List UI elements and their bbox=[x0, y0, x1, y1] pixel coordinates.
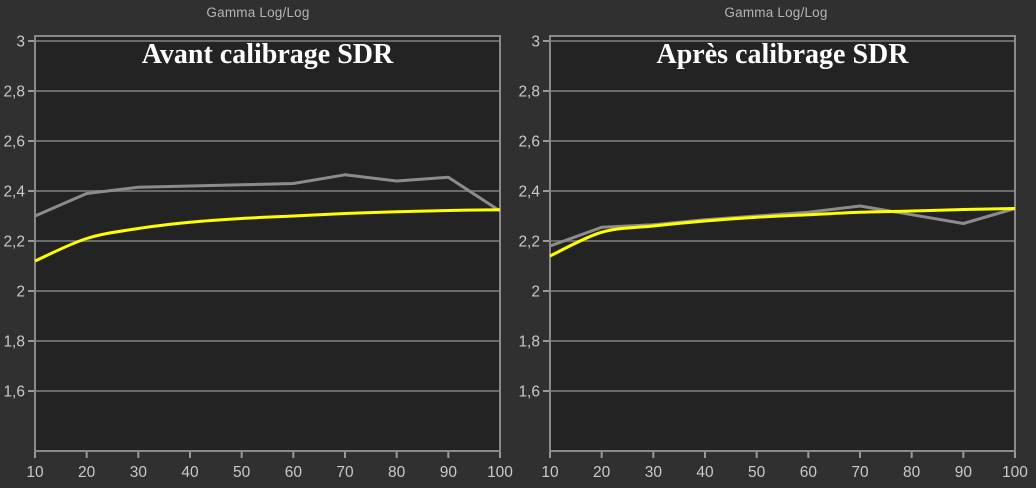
y-tick-label: 3 bbox=[531, 34, 540, 51]
plot-subtitle-after: Après calibrage SDR bbox=[656, 39, 909, 70]
y-tick-label: 3 bbox=[16, 34, 25, 51]
x-tick-label: 90 bbox=[440, 464, 458, 481]
x-tick-label: 10 bbox=[26, 464, 44, 481]
y-tick-label: 2,8 bbox=[518, 84, 540, 101]
x-tick-label: 40 bbox=[181, 464, 199, 481]
y-tick-label: 2,4 bbox=[518, 184, 540, 201]
x-tick-label: 100 bbox=[1002, 464, 1028, 481]
y-tick-label: 2,6 bbox=[3, 134, 25, 151]
target-gamma-curve bbox=[34, 208, 501, 263]
chart-title: Gamma Log/Log bbox=[724, 5, 828, 20]
gamma-chart-before: 3 2,8 2,6 2,4 2,2 2 1,8 1,6 10 20 30 40 50 60 70 80 90 10… bbox=[3, 34, 513, 482]
y-tick-label: 1,6 bbox=[3, 384, 25, 401]
plot-subtitle-before: Avant calibrage SDR bbox=[141, 39, 394, 70]
y-tick-label: 2,4 bbox=[3, 184, 25, 201]
x-tick-label: 20 bbox=[78, 464, 96, 481]
y-tick-label: 1,6 bbox=[518, 384, 540, 401]
y-tick-label: 2 bbox=[531, 284, 540, 301]
plot-frame bbox=[549, 35, 1016, 452]
gamma-chart-after: 3 2,8 2,6 2,4 2,2 2 1,8 1,6 10 20 30 40 50 60 70 80 90 10… bbox=[518, 34, 1028, 482]
measured-gamma-curve bbox=[34, 173, 501, 218]
y-tick-label: 2 bbox=[16, 284, 25, 301]
target-gamma-curve bbox=[549, 207, 1016, 258]
x-tick-label: 30 bbox=[130, 464, 148, 481]
x-tick-label: 20 bbox=[593, 464, 611, 481]
y-tick-label: 2,2 bbox=[3, 234, 25, 251]
x-tick-label: 90 bbox=[955, 464, 973, 481]
chart-panel-before-calibration: Gamma Log/Log Avant calibrage SDR 3 2,8 2,… bbox=[0, 0, 516, 488]
y-tick-label: 1,8 bbox=[518, 334, 540, 351]
chart-panel-after-calibration: Gamma Log/Log Après calibrage SDR 3 2,8 2,… bbox=[516, 0, 1036, 488]
x-tick-label: 60 bbox=[285, 464, 303, 481]
x-tick-label: 10 bbox=[541, 464, 559, 481]
measured-gamma-curve bbox=[549, 204, 1016, 248]
y-tick-label: 1,8 bbox=[3, 334, 25, 351]
y-tick-label: 2,2 bbox=[518, 234, 540, 251]
plot-frame bbox=[34, 35, 501, 452]
x-tick-label: 30 bbox=[645, 464, 663, 481]
chart-title: Gamma Log/Log bbox=[206, 5, 310, 20]
x-tick-label: 70 bbox=[336, 464, 354, 481]
x-tick-label: 50 bbox=[748, 464, 766, 481]
plot-background bbox=[550, 36, 1015, 451]
x-tick-label: 80 bbox=[388, 464, 406, 481]
y-tick-label: 2,8 bbox=[3, 84, 25, 101]
x-tick-label: 60 bbox=[800, 464, 818, 481]
x-tick-label: 40 bbox=[696, 464, 714, 481]
plot-background bbox=[35, 36, 500, 451]
x-tick-label: 70 bbox=[851, 464, 869, 481]
x-tick-label: 50 bbox=[233, 464, 251, 481]
x-tick-label: 80 bbox=[903, 464, 921, 481]
x-tick-label: 100 bbox=[487, 464, 513, 481]
y-tick-label: 2,6 bbox=[518, 134, 540, 151]
